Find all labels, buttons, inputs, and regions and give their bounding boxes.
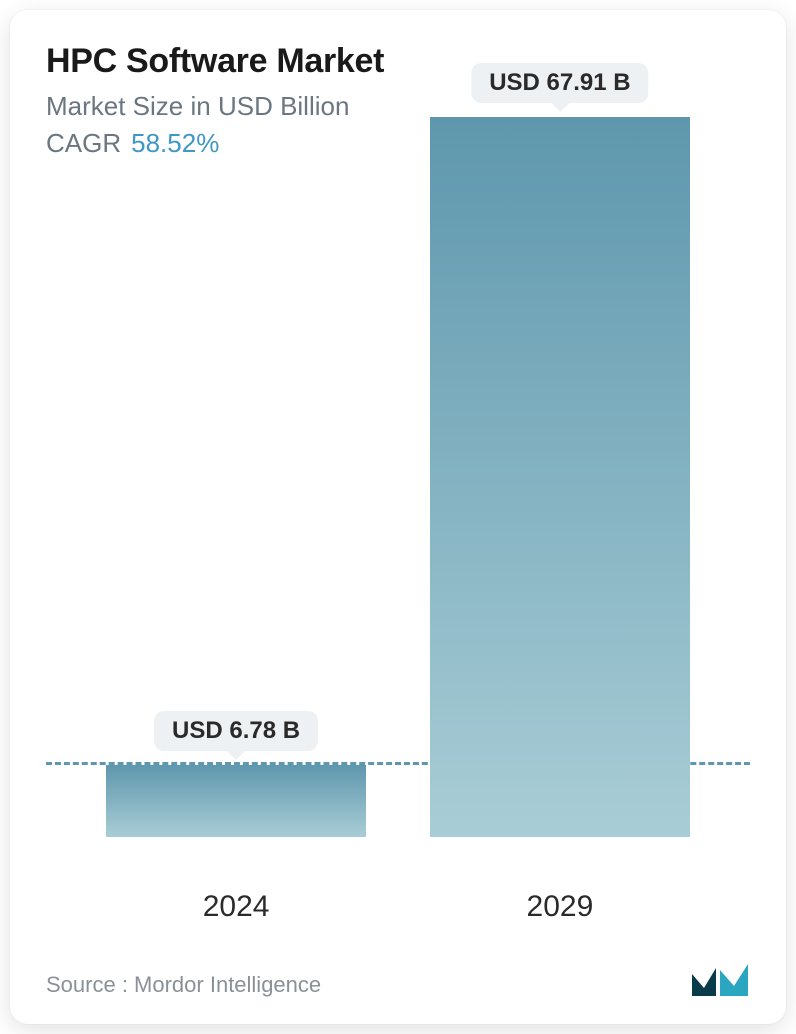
value-pill: USD 67.91 B [471, 63, 648, 103]
x-tick-label: 2029 [527, 890, 594, 924]
bar [106, 765, 366, 837]
chart-area: USD 6.78 BUSD 67.91 B 2024 2029 [46, 117, 750, 954]
x-tick-label: 2024 [203, 890, 270, 924]
source-text: Source : Mordor Intelligence [46, 972, 321, 998]
x-axis-labels: 2024 2029 [46, 890, 750, 930]
value-pill: USD 6.78 B [154, 711, 318, 751]
chart-card: HPC Software Market Market Size in USD B… [10, 10, 786, 1024]
plot-region: USD 6.78 BUSD 67.91 B [46, 117, 750, 837]
brand-logo-icon [690, 958, 750, 998]
bar-fill [430, 117, 690, 837]
bar [430, 117, 690, 837]
footer: Source : Mordor Intelligence [46, 958, 750, 998]
bar-fill [106, 765, 366, 837]
